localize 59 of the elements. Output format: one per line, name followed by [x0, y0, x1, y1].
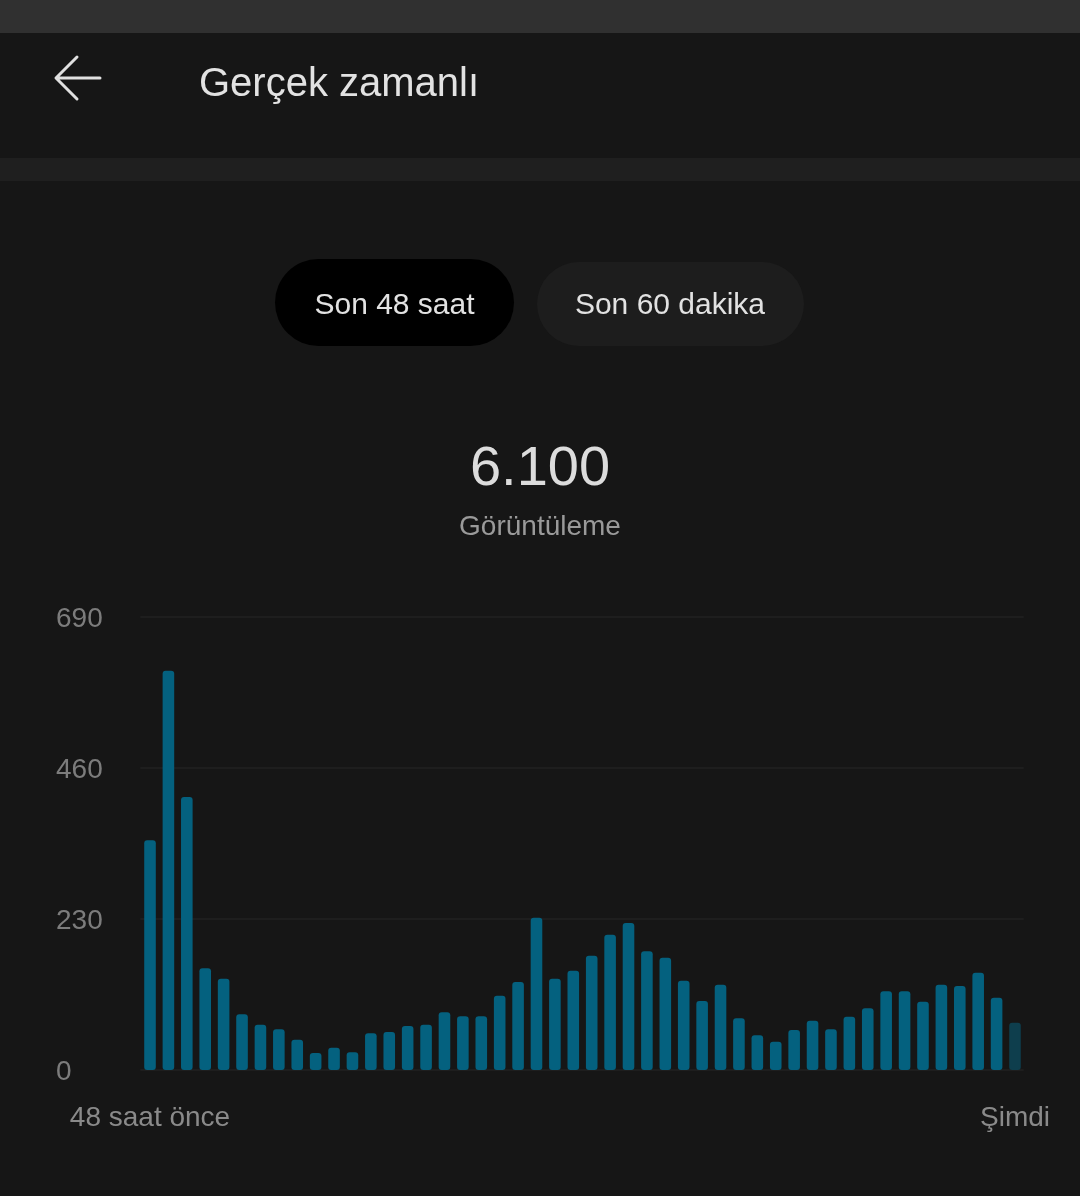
bar	[512, 982, 524, 1070]
text: 6.100	[469, 433, 611, 497]
bar	[383, 1031, 396, 1070]
x-tick-label: 48 saat önce	[69, 1100, 231, 1132]
bar	[898, 991, 911, 1070]
y-tick-label: 0	[56, 1054, 72, 1086]
bar	[420, 1024, 432, 1070]
bar	[291, 1039, 304, 1070]
bar	[641, 951, 653, 1070]
bar	[236, 1014, 248, 1070]
bar	[273, 1029, 285, 1070]
bar	[475, 1016, 488, 1070]
bar	[733, 1018, 745, 1070]
bar	[953, 985, 966, 1070]
bar	[254, 1024, 267, 1070]
y-tick-label: 230	[56, 903, 103, 935]
bar	[659, 957, 672, 1070]
bar	[328, 1047, 340, 1070]
bar	[935, 984, 948, 1070]
bar	[217, 978, 230, 1070]
bar	[309, 1052, 322, 1070]
bar	[144, 840, 156, 1070]
bar	[843, 1016, 856, 1070]
bar	[567, 970, 580, 1070]
bar	[585, 955, 598, 1070]
bar	[604, 934, 616, 1070]
bar	[880, 991, 892, 1070]
bar	[714, 984, 727, 1070]
bar	[401, 1026, 414, 1070]
bar	[365, 1033, 377, 1070]
bar	[861, 1008, 874, 1070]
bar	[457, 1016, 469, 1070]
y-tick-label: 690	[56, 601, 103, 633]
bar	[769, 1041, 782, 1070]
chart-title: Gerçek zamanlı	[199, 60, 480, 104]
bar	[788, 1029, 800, 1070]
y-tick-label: 460	[56, 752, 103, 784]
bar	[162, 670, 175, 1070]
bar	[677, 980, 690, 1070]
bar	[696, 1001, 708, 1070]
bar	[438, 1012, 451, 1070]
bar	[493, 995, 506, 1070]
bar	[825, 1029, 837, 1070]
bar	[806, 1020, 819, 1070]
bar	[622, 922, 635, 1070]
bar	[549, 978, 561, 1070]
bar	[199, 968, 212, 1070]
bar	[917, 1001, 929, 1070]
bar	[530, 917, 543, 1070]
bar	[181, 796, 193, 1070]
tab-button[interactable]: Son 60 dakika	[537, 262, 804, 346]
bar	[751, 1035, 764, 1070]
bar	[1009, 1022, 1021, 1070]
tab-button[interactable]: Son 48 saat	[275, 259, 514, 346]
bar	[972, 972, 984, 1070]
bar	[990, 997, 1003, 1070]
x-tick-label: Şimdi	[979, 1100, 1050, 1132]
bar	[346, 1052, 359, 1070]
text: Görüntüleme	[459, 509, 621, 541]
